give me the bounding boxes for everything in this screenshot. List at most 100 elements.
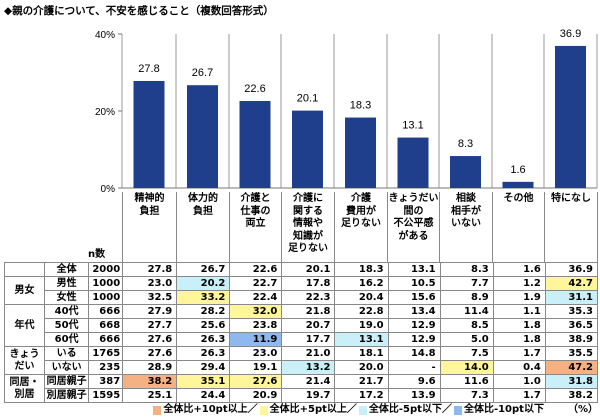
value-cell: 1.6 (492, 262, 546, 277)
row-label: 40代 (44, 304, 90, 319)
value-cell: - (387, 360, 441, 375)
column-header-line: 負担 (193, 205, 213, 217)
table-row: 60代 666 27.6 26.3 11.9 17.7 13.1 12.9 5.0 1.8 38.9 (5, 332, 599, 347)
column-header: その他 (492, 192, 544, 262)
value-cell: 33.2 (176, 290, 231, 305)
value-cell: 31.8 (544, 374, 599, 389)
column-header-line: 特になし (551, 193, 591, 204)
value-cell: 19.0 (334, 318, 389, 333)
unit-label: （%） (567, 404, 598, 415)
row-label: いない (44, 360, 90, 375)
value-cell: 32.5 (122, 290, 178, 305)
data-label: 8.3 (458, 138, 473, 150)
column-header-line: 足りない (341, 218, 381, 229)
value-cell: 21.4 (281, 374, 336, 389)
n-count: 2000 (88, 262, 124, 277)
value-cell: 12.9 (387, 318, 441, 333)
value-cell: 7.3 (439, 388, 494, 403)
value-cell: 17.2 (334, 388, 389, 403)
n-count: 668 (88, 318, 124, 333)
value-cell: 36.9 (544, 262, 599, 277)
legend-item: 全体比-10pt以下 (453, 404, 544, 416)
value-cell: 11.9 (229, 332, 283, 347)
value-cell: 12.9 (387, 332, 441, 347)
bar (450, 156, 481, 188)
value-cell: 7.5 (439, 346, 494, 361)
value-cell: 14.8 (387, 346, 441, 361)
value-cell: 47.2 (544, 360, 599, 375)
value-cell: 19.7 (281, 388, 336, 403)
column-header-line: 費用が (346, 205, 376, 217)
row-label: 60代 (44, 332, 90, 347)
column-header-line: その他 (503, 193, 534, 204)
value-cell: 13.1 (387, 262, 441, 277)
column-header: 相談 相手が いない (439, 192, 492, 262)
column-header-line: 情報や (293, 218, 323, 229)
table-area: 全体 2000 27.8 26.7 22.6 20.1 18.3 13.1 8.3 1.6 36.9… (3, 262, 599, 416)
group-cell: 男女 (3, 276, 46, 305)
value-cell: 27.8 (122, 262, 178, 277)
column-header-line: いない (451, 218, 481, 229)
group-cell (3, 262, 46, 277)
value-cell: 17.8 (281, 276, 336, 291)
table-row: 全体 2000 27.8 26.7 22.6 20.1 18.3 13.1 8.3 1.6 36.9 (3, 262, 599, 277)
n-count: 666 (88, 332, 124, 347)
legend-item: 全体比+10pt以上／ (153, 404, 258, 416)
data-label: 26.7 (192, 67, 213, 79)
value-cell: 26.3 (176, 346, 231, 361)
legend-label: 全体比+5pt以上／ (269, 404, 357, 415)
column-header-line: きょうだい (388, 193, 439, 204)
value-cell: 27.6 (122, 346, 178, 361)
y-tick-label: 0% (101, 184, 116, 192)
value-cell: 36.5 (544, 318, 599, 333)
column-header-line: 間の (403, 205, 424, 217)
value-cell: 7.7 (439, 276, 494, 291)
value-cell: 20.1 (281, 262, 336, 277)
n-count: 666 (88, 304, 124, 319)
value-cell: 0.4 (492, 360, 546, 375)
column-header-line: 仕事の (240, 205, 271, 217)
column-header-line: 相手が (451, 205, 481, 217)
value-cell: 27.6 (122, 332, 178, 347)
value-cell: 35.3 (544, 304, 599, 319)
value-cell: 23.0 (229, 346, 283, 361)
legend-label: 全体比-10pt以下 (463, 404, 544, 415)
column-header: 特になし (544, 192, 598, 262)
value-cell: 1.1 (492, 304, 546, 319)
value-cell: 1.8 (492, 332, 546, 347)
column-header-line: 介護と (240, 193, 271, 204)
n-count: 1000 (88, 276, 124, 291)
legend-label: 全体比+10pt以上／ (163, 404, 258, 415)
value-cell: 20.7 (281, 318, 336, 333)
value-cell: 18.3 (334, 262, 389, 277)
value-cell: 23.0 (122, 276, 178, 291)
value-cell: 38.2 (122, 374, 178, 389)
data-label: 1.6 (510, 164, 525, 176)
table-row: 男女 男性 1000 23.0 20.2 22.7 17.8 16.2 10.5 7.7 1.2 42… (3, 276, 599, 305)
value-cell: 22.8 (334, 304, 389, 319)
bar (502, 181, 534, 188)
group-cell: 年代 (3, 304, 46, 347)
legend-swatch (358, 405, 367, 415)
value-cell: 8.5 (439, 318, 494, 333)
value-cell: 28.9 (122, 360, 178, 375)
n-count: 387 (88, 374, 124, 389)
value-cell: 25.6 (176, 318, 231, 333)
value-cell: 16.2 (334, 276, 389, 291)
value-cell: 1.2 (492, 276, 546, 291)
value-cell: 27.9 (122, 304, 178, 319)
value-cell: 20.9 (229, 388, 283, 403)
legend-swatch (453, 405, 462, 415)
legend-swatch (153, 405, 162, 415)
value-cell: 1.0 (492, 374, 546, 389)
value-cell: 11.6 (439, 374, 494, 389)
table-row: 同居・別居 同居親子 387 38.2 35.1 27.6 21.4 21.7 9.6 11.6 1… (3, 374, 599, 403)
value-cell: 38.9 (544, 332, 599, 347)
value-cell: 21.7 (334, 374, 389, 389)
value-cell: 31.1 (544, 290, 599, 305)
group-label: 年代 (14, 319, 35, 331)
bar (133, 80, 165, 188)
y-tick-label: 20% (95, 107, 115, 118)
value-cell: 20.4 (334, 290, 389, 305)
value-cell: 27.6 (229, 374, 283, 389)
